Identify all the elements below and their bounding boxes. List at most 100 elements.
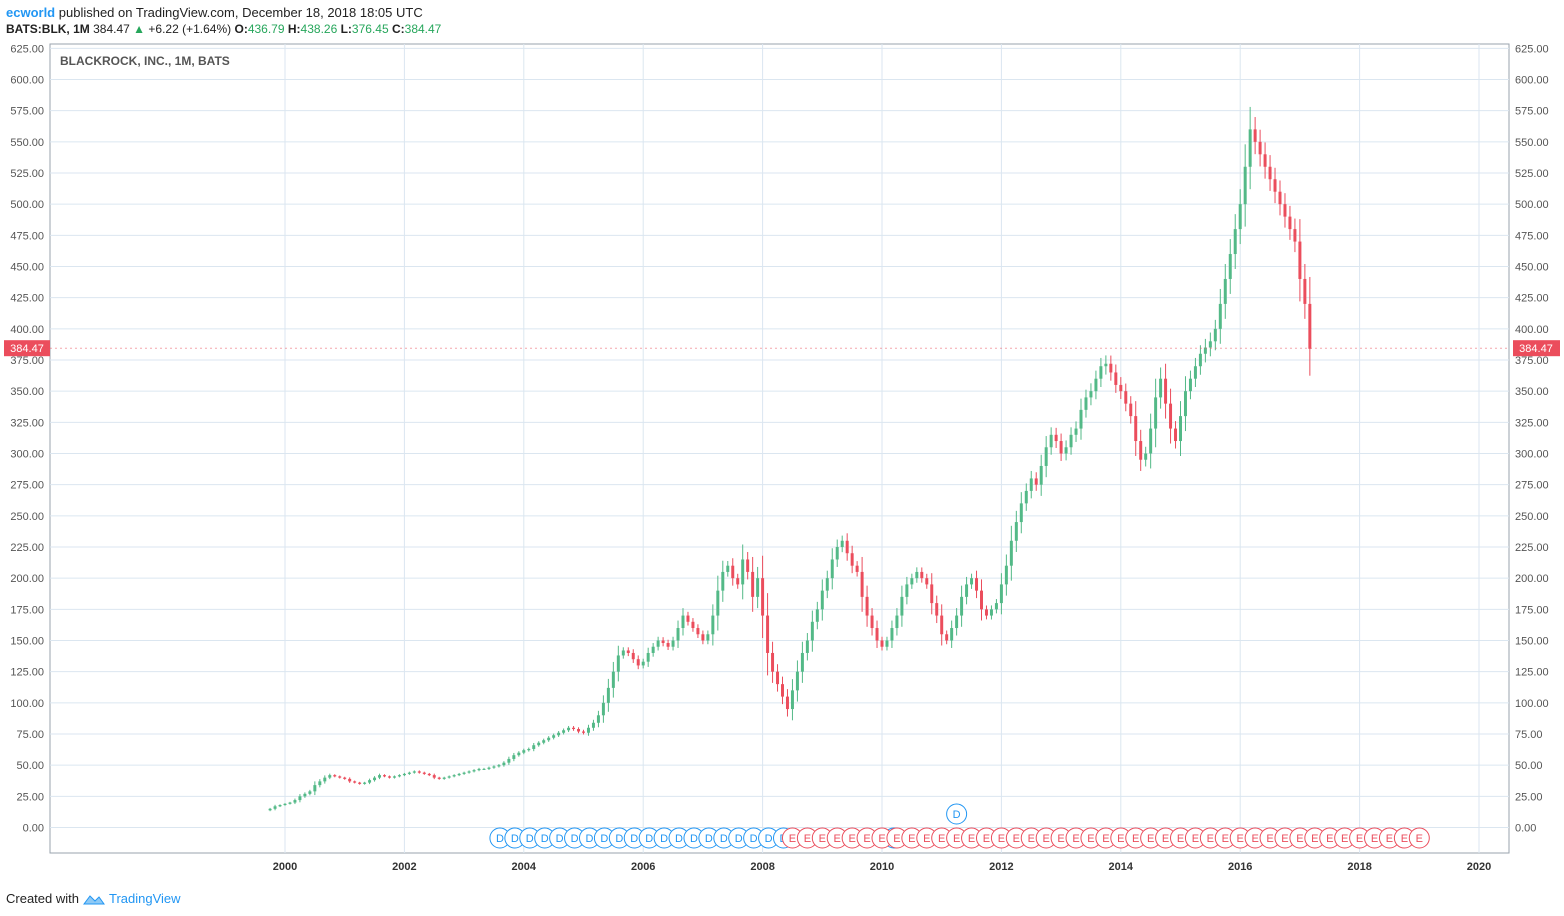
candle-up	[268, 808, 272, 811]
candle-down	[387, 776, 391, 778]
candle-up	[552, 735, 556, 738]
candle-down	[930, 584, 934, 604]
last-price: 384.47	[93, 22, 130, 36]
y-tick-label-left: 275.00	[10, 480, 44, 492]
candle-up	[601, 702, 605, 716]
candle-up	[910, 578, 914, 585]
candle-down	[636, 659, 640, 666]
earnings-marker-label: E	[1371, 833, 1378, 845]
candle-up	[447, 776, 451, 778]
candle-up	[492, 766, 496, 768]
candle-down	[437, 777, 441, 779]
candle-up	[989, 609, 993, 616]
candle-up	[373, 777, 377, 781]
candle-up	[1213, 328, 1217, 342]
y-tick-label-left: 150.00	[10, 636, 44, 648]
candle-down	[1288, 216, 1292, 230]
candle-down	[666, 642, 670, 647]
publish-info: ecworld published on TradingView.com, De…	[6, 5, 423, 20]
last-price-tag-left	[4, 340, 50, 357]
candle-up	[318, 781, 322, 786]
y-tick-label-left: 250.00	[10, 511, 44, 523]
dividend-marker-label: D	[720, 833, 728, 845]
candle-up	[706, 634, 710, 641]
earnings-marker-label: E	[1072, 833, 1079, 845]
dividend-marker-label: D	[953, 809, 961, 821]
tradingview-brand-link[interactable]: TradingView	[108, 891, 181, 906]
dividend-marker-label: D	[660, 833, 668, 845]
dividend-marker-label: D	[675, 833, 683, 845]
dividend-marker-label: D	[765, 833, 773, 845]
close-label: C:	[391, 22, 405, 36]
candle-up	[1019, 503, 1023, 523]
high-label: H:	[287, 22, 301, 36]
candle-up	[915, 571, 919, 579]
earnings-marker-label: E	[1117, 833, 1124, 845]
dividend-marker-label: D	[615, 833, 623, 845]
earnings-marker-label: E	[998, 833, 1005, 845]
candle-down	[661, 640, 665, 643]
candle-down	[761, 578, 765, 616]
x-tick-label: 2006	[631, 861, 655, 873]
candle-down	[696, 628, 700, 635]
dividend-marker-icon	[946, 803, 968, 825]
candle-up	[1069, 434, 1073, 448]
candle-up	[835, 547, 839, 560]
y-tick-label-right: 375.00	[1515, 355, 1549, 367]
candle-down	[572, 727, 576, 730]
earnings-marker-label: E	[863, 833, 870, 845]
candle-up	[741, 559, 745, 585]
x-tick-label: 2014	[1109, 861, 1134, 873]
candle-up	[1099, 366, 1103, 379]
candle-down	[880, 640, 884, 647]
y-tick-label-left: 475.00	[10, 230, 44, 242]
candle-down	[353, 781, 357, 783]
open-value: 436.79	[247, 22, 285, 36]
dividend-marker-label: D	[705, 833, 713, 845]
candle-up	[323, 777, 327, 782]
up-arrow-icon: ▲	[133, 22, 146, 36]
candle-up	[1149, 428, 1153, 454]
earnings-marker-label: E	[1222, 833, 1229, 845]
earnings-marker-label: E	[1087, 833, 1094, 845]
candle-down	[343, 777, 347, 779]
candle-up	[1089, 391, 1093, 398]
dividend-marker-label: D	[556, 833, 564, 845]
candle-up	[681, 615, 685, 629]
candle-up	[1203, 347, 1207, 354]
candle-down	[1308, 303, 1312, 349]
candle-down	[383, 775, 386, 777]
candle-up	[895, 615, 899, 629]
x-tick-label: 2004	[512, 861, 537, 873]
y-tick-label-left: 200.00	[10, 573, 44, 585]
dividend-marker-label: D	[600, 833, 608, 845]
y-tick-label-right: 150.00	[1515, 636, 1549, 648]
candle-up	[1064, 447, 1068, 454]
candle-down	[1174, 428, 1178, 442]
candle-up	[507, 758, 511, 763]
candle-down	[1283, 204, 1287, 217]
candle-up	[1159, 378, 1163, 398]
candle-up	[482, 768, 486, 770]
author-link[interactable]: ecworld	[6, 5, 56, 20]
symbol-label: BATS:BLK, 1M	[6, 22, 90, 36]
earnings-marker-label: E	[819, 833, 826, 845]
earnings-marker-label: E	[1266, 833, 1273, 845]
candle-up	[562, 730, 566, 733]
y-tick-label-left: 375.00	[10, 355, 44, 367]
candle-down	[1303, 278, 1307, 304]
x-tick-label: 2020	[1467, 861, 1491, 873]
candle-up	[542, 740, 546, 743]
candle-up	[726, 565, 730, 572]
candle-up	[283, 803, 287, 806]
y-tick-label-right: 500.00	[1515, 199, 1549, 211]
candle-down	[850, 553, 854, 566]
candle-up	[950, 628, 954, 641]
y-tick-label-right: 0.00	[1515, 823, 1536, 835]
candle-down	[920, 571, 924, 579]
earnings-marker-label: E	[1401, 833, 1408, 845]
candle-down	[984, 609, 988, 616]
candle-down	[1273, 179, 1277, 192]
earnings-marker-label: E	[893, 833, 900, 845]
